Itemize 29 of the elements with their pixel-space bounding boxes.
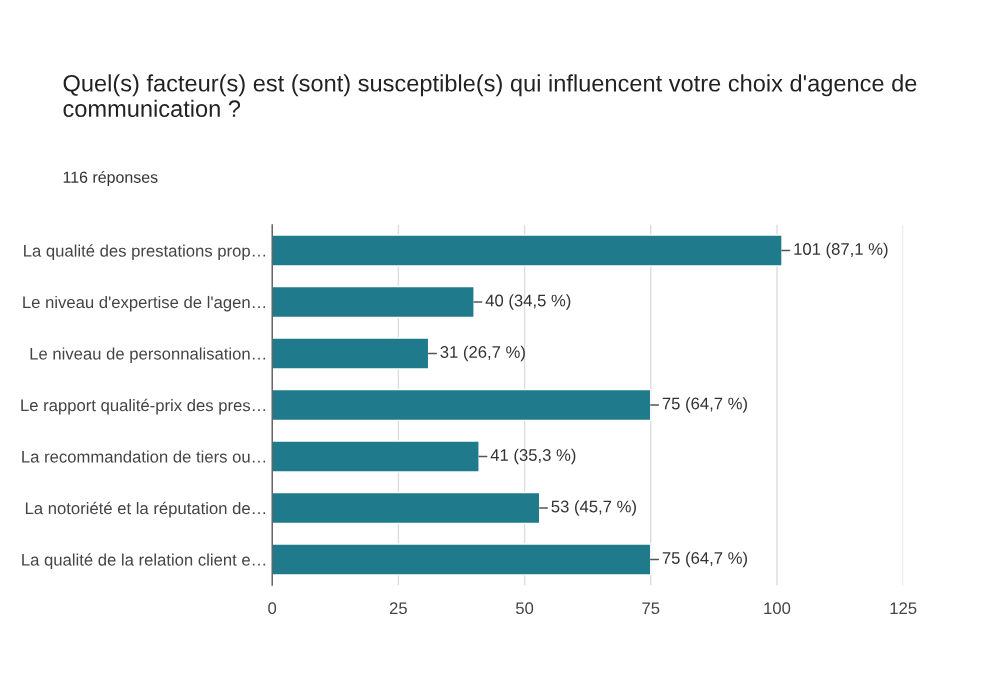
bar [272,234,783,267]
y-tick-label: La qualité de la relation client e… [22,553,266,570]
x-tick-label: 125 [890,602,917,615]
bar [272,285,475,319]
y-tick-label: La qualité des prestations prop… [24,244,266,261]
data-label: 40 (34,5 %) [485,294,571,310]
data-label: 53 (45,7 %) [551,500,636,516]
bar [272,337,430,370]
data-label: 41 (35,3 %) [490,448,576,465]
bar [272,543,652,576]
data-label: 31 (26,7 %) [440,345,525,362]
x-tick-label: 75 [642,602,660,615]
data-label: 75 (64,7 %) [662,397,747,413]
y-tick-label: La recommandation de tiers ou… [22,450,266,463]
y-tick-label: Le niveau d'expertise de l'agen… [23,295,266,312]
x-tick-label: 25 [389,602,407,615]
y-tick-label: Le niveau de personnalisation… [30,347,266,363]
bar [272,440,480,473]
data-label: 101 (87,1 %) [794,242,888,259]
bar [272,388,652,422]
x-tick-label: 100 [764,602,791,615]
y-tick-label: Le rapport qualité-prix des pres… [21,398,266,415]
y-tick-label: La notoriété et la réputation de… [25,501,266,518]
bar [272,491,541,525]
data-label: 75 (64,7 %) [662,551,747,568]
x-tick-label: 0 [268,602,277,615]
x-tick-label: 50 [515,602,534,615]
text: 116 réponses [63,170,158,187]
chart-title: Quel(s) facteur(s) est (sont) susceptible(s) qui influencent votre choix d'agence de communication ? [63,74,917,118]
